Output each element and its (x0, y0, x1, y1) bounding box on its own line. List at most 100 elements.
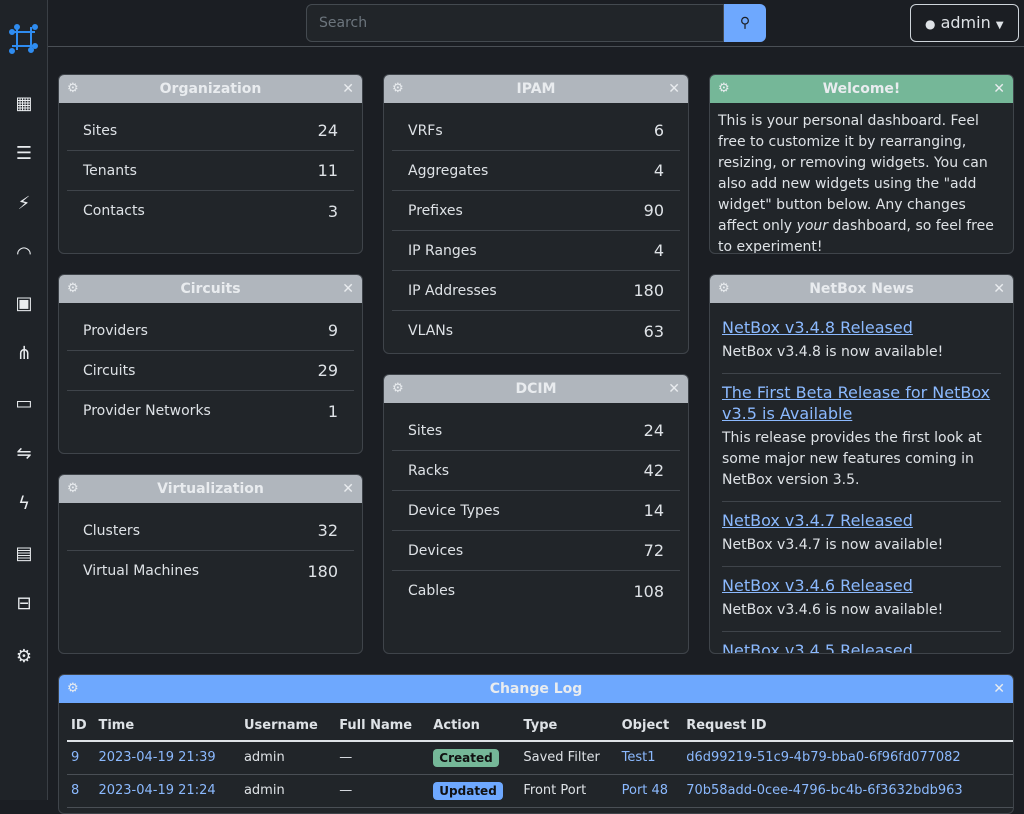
column-header[interactable]: Action (429, 711, 520, 742)
request-id-link[interactable]: d6d99219-51c9-4b79-bba0-6f96fd077082 (682, 741, 1013, 775)
list-item[interactable]: Clusters 32 (67, 511, 354, 551)
column-header[interactable]: Username (239, 711, 336, 742)
column-header[interactable]: Full Name (335, 711, 430, 742)
list-item[interactable]: Racks 42 (392, 451, 680, 491)
column-header[interactable]: Time (94, 711, 240, 742)
news-link[interactable]: The First Beta Release for NetBox v3.5 i… (722, 383, 991, 423)
search-input[interactable] (306, 4, 724, 42)
action-cell: Updated (429, 774, 520, 808)
news-body: NetBox v3.4.6 is now available! (722, 602, 944, 618)
list-item[interactable]: Contacts 3 (67, 191, 354, 231)
connections-icon[interactable]: ⚡ (17, 193, 31, 214)
item-count: 24 (317, 121, 338, 140)
item-label: VLANs (408, 323, 454, 339)
gear-icon[interactable]: ⚙ (392, 381, 404, 396)
gear-icon[interactable]: ⚙ (67, 281, 79, 296)
circuits-icon[interactable]: ⇋ (16, 443, 32, 464)
time-link[interactable]: 2023-04-19 21:24 (94, 774, 240, 808)
list-item[interactable]: Prefixes 90 (392, 191, 680, 231)
action-cell: Created (429, 741, 520, 775)
operations-icon[interactable]: ⚙ (15, 646, 33, 667)
user-menu-button[interactable]: ● admin ▼ (910, 4, 1019, 42)
list-item[interactable]: Providers 9 (67, 311, 354, 351)
devices-icon[interactable]: ☰ (15, 143, 33, 164)
item-label: Sites (408, 422, 443, 439)
list-item[interactable]: VRFs 6 (392, 111, 680, 151)
gear-icon[interactable]: ⚙ (67, 681, 79, 696)
list-item[interactable]: IP Addresses 180 (392, 271, 680, 311)
item-count: 24 (643, 421, 664, 440)
item-count: 14 (643, 501, 664, 520)
close-icon[interactable]: ✕ (993, 81, 1005, 97)
list-item[interactable]: Provider Networks 1 (67, 391, 354, 431)
id-link[interactable]: 9 (67, 741, 95, 775)
time-link[interactable]: 2023-04-19 21:39 (94, 741, 240, 775)
sidebar: ▦ ☰ ⚡ ◠ ▣ ⋔ ▭ ⇋ ϟ ▤ ⊟ ⚙ (0, 0, 48, 800)
widget-title: Circuits (180, 281, 241, 297)
list-item[interactable]: Tenants 11 (67, 151, 354, 191)
wireless-icon[interactable]: ◠ (16, 243, 32, 264)
item-label: Virtual Machines (83, 563, 200, 579)
netbox-logo-icon[interactable] (9, 24, 39, 54)
item-label: Prefixes (408, 202, 463, 219)
news-link[interactable]: NetBox v3.4.6 Released (722, 576, 913, 595)
column-header[interactable]: Request ID (682, 711, 1013, 742)
customization-icon[interactable]: ⊟ (16, 593, 32, 614)
organization-widget: ⚙ Organization ✕ Sites 24 Tenants 11 Contacts 3 (58, 74, 363, 254)
close-icon[interactable]: ✕ (668, 381, 680, 397)
close-icon[interactable]: ✕ (993, 281, 1005, 297)
object-link[interactable]: Test1 (617, 741, 683, 775)
gear-icon[interactable]: ⚙ (718, 81, 730, 96)
list-item[interactable]: Virtual Machines 180 (67, 551, 354, 591)
list-item[interactable]: VLANs 63 (392, 311, 680, 351)
close-icon[interactable]: ✕ (668, 81, 680, 97)
provisioning-icon[interactable]: ▤ (15, 543, 33, 564)
item-label: Tenants (83, 162, 137, 179)
table-row: 8 2023-04-19 21:24 admin — Updated Front Port… (67, 774, 1013, 808)
organization-icon[interactable]: ▦ (15, 93, 33, 114)
item-label: Device Types (408, 502, 500, 519)
request-id-link[interactable]: 70b58add-0cee-4796-bc4b-6f3632bdb963 (682, 774, 1013, 808)
list-item[interactable]: Sites 24 (392, 411, 680, 451)
item-count: 42 (643, 461, 664, 480)
virtualization-icon[interactable]: ▭ (15, 393, 33, 414)
close-icon[interactable]: ✕ (342, 81, 354, 97)
column-header[interactable]: Object (617, 711, 683, 742)
widget-title: Welcome! (822, 81, 901, 97)
list-item[interactable]: Cables 108 (392, 571, 680, 611)
item-count: 72 (643, 541, 664, 560)
changelog-widget: ⚙ Change Log ✕ ID Time Username Full Name Acti… (58, 674, 1014, 814)
column-header[interactable]: Type (519, 711, 618, 742)
close-icon[interactable]: ✕ (993, 681, 1005, 697)
item-label: Aggregates (408, 162, 489, 179)
list-item[interactable]: IP Ranges 4 (392, 231, 680, 271)
caret-down-icon: ▼ (995, 20, 1004, 31)
object-link[interactable]: Port 48 (617, 774, 683, 808)
widget-title: DCIM (515, 381, 557, 397)
search-button[interactable]: ⚲ (724, 4, 766, 42)
news-link[interactable]: NetBox v3.4.8 Released (722, 318, 913, 337)
list-item[interactable]: Devices 72 (392, 531, 680, 571)
top-bar: ⚲ ● admin ▼ (48, 0, 1024, 47)
gear-icon[interactable]: ⚙ (67, 81, 79, 96)
item-count: 4 (653, 161, 664, 180)
news-link[interactable]: NetBox v3.4.7 Released (722, 511, 913, 530)
close-icon[interactable]: ✕ (342, 281, 354, 297)
overlay-icon[interactable]: ⋔ (16, 343, 32, 364)
widget-title: NetBox News (809, 281, 914, 297)
close-icon[interactable]: ✕ (342, 481, 354, 497)
gear-icon[interactable]: ⚙ (392, 81, 404, 96)
changelog-table: ID Time Username Full Name Action Type Object R… (67, 711, 1013, 808)
gear-icon[interactable]: ⚙ (718, 281, 730, 296)
item-label: IP Addresses (408, 282, 497, 299)
gear-icon[interactable]: ⚙ (67, 481, 79, 496)
news-link[interactable]: NetBox v3.4.5 Released (722, 641, 913, 654)
id-link[interactable]: 8 (67, 774, 95, 808)
list-item[interactable]: Circuits 29 (67, 351, 354, 391)
list-item[interactable]: Aggregates 4 (392, 151, 680, 191)
column-header[interactable]: ID (67, 711, 95, 742)
power-icon[interactable]: ϟ (18, 493, 30, 514)
list-item[interactable]: Sites 24 (67, 111, 354, 151)
list-item[interactable]: Device Types 14 (392, 491, 680, 531)
ipam-icon[interactable]: ▣ (15, 293, 33, 314)
